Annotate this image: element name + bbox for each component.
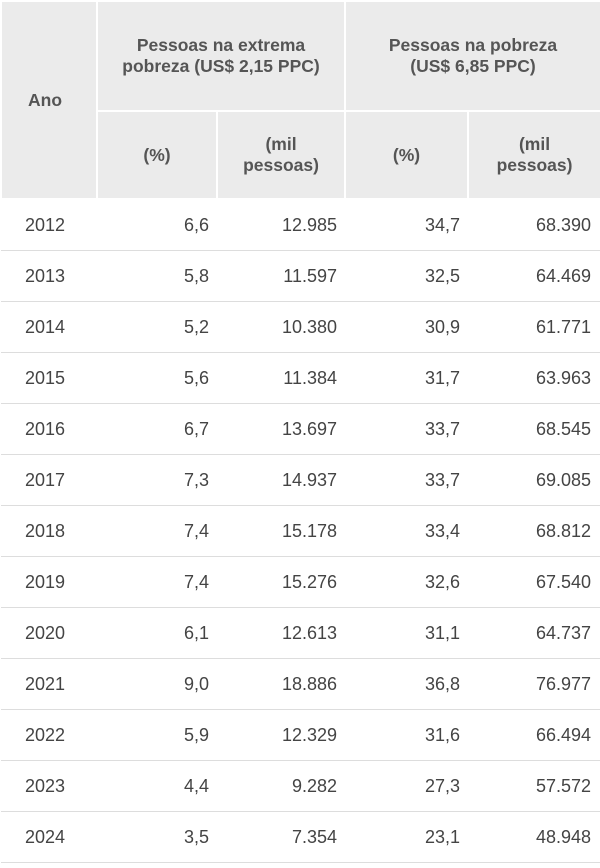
cell-year: 2016	[1, 403, 97, 455]
cell-extreme-thousands: 11.597	[217, 250, 345, 302]
cell-extreme-percent: 5,2	[97, 301, 217, 353]
table-row: 2017 7,3 14.937 33,7 69.085	[1, 454, 600, 506]
cell-extreme-thousands: 7.354	[217, 811, 345, 863]
header-poverty: Pessoas na pobreza (US$ 6,85 PPC)	[344, 0, 600, 112]
cell-poverty-percent: 36,8	[345, 658, 468, 710]
table-row: 2018 7,4 15.178 33,4 68.812	[1, 505, 600, 557]
cell-extreme-percent: 5,8	[97, 250, 217, 302]
cell-poverty-percent: 30,9	[345, 301, 468, 353]
cell-extreme-percent: 5,6	[97, 352, 217, 404]
cell-extreme-percent: 9,0	[97, 658, 217, 710]
cell-extreme-thousands: 9.282	[217, 760, 345, 812]
cell-year: 2017	[1, 454, 97, 506]
cell-year: 2019	[1, 556, 97, 608]
cell-year: 2018	[1, 505, 97, 557]
cell-poverty-thousands: 61.771	[468, 301, 600, 353]
table-row: 2024 3,5 7.354 23,1 48.948	[1, 811, 600, 863]
cell-extreme-thousands: 12.613	[217, 607, 345, 659]
subheader-poverty-thousands: (mil pessoas)	[467, 110, 600, 200]
cell-poverty-thousands: 68.390	[468, 199, 600, 251]
subheader-extreme-percent: (%)	[96, 110, 218, 200]
header-extreme-poverty: Pessoas na extrema pobreza (US$ 2,15 PPC…	[96, 0, 346, 112]
cell-poverty-thousands: 63.963	[468, 352, 600, 404]
cell-extreme-thousands: 15.178	[217, 505, 345, 557]
cell-year: 2012	[1, 199, 97, 251]
table-row: 2015 5,6 11.384 31,7 63.963	[1, 352, 600, 404]
cell-poverty-thousands: 76.977	[468, 658, 600, 710]
cell-poverty-thousands: 57.572	[468, 760, 600, 812]
cell-extreme-percent: 6,1	[97, 607, 217, 659]
cell-poverty-percent: 32,5	[345, 250, 468, 302]
cell-extreme-thousands: 12.329	[217, 709, 345, 761]
cell-year: 2013	[1, 250, 97, 302]
subheader-extreme-thousands: (mil pessoas)	[216, 110, 346, 200]
cell-poverty-percent: 23,1	[345, 811, 468, 863]
cell-poverty-percent: 27,3	[345, 760, 468, 812]
table-body: 2012 6,6 12.985 34,7 68.390 2013 5,8 11.597 32,5…	[1, 199, 600, 863]
cell-extreme-thousands: 18.886	[217, 658, 345, 710]
cell-extreme-thousands: 15.276	[217, 556, 345, 608]
cell-year: 2023	[1, 760, 97, 812]
cell-poverty-percent: 33,4	[345, 505, 468, 557]
cell-year: 2015	[1, 352, 97, 404]
subheader-poverty-percent: (%)	[344, 110, 469, 200]
cell-year: 2020	[1, 607, 97, 659]
cell-poverty-thousands: 64.469	[468, 250, 600, 302]
cell-extreme-percent: 7,3	[97, 454, 217, 506]
cell-poverty-thousands: 48.948	[468, 811, 600, 863]
cell-year: 2021	[1, 658, 97, 710]
cell-extreme-thousands: 11.384	[217, 352, 345, 404]
cell-extreme-percent: 6,7	[97, 403, 217, 455]
table-row: 2014 5,2 10.380 30,9 61.771	[1, 301, 600, 353]
cell-extreme-percent: 7,4	[97, 505, 217, 557]
cell-extreme-percent: 6,6	[97, 199, 217, 251]
header-year: Ano	[0, 0, 98, 200]
cell-extreme-percent: 3,5	[97, 811, 217, 863]
cell-extreme-percent: 7,4	[97, 556, 217, 608]
cell-poverty-thousands: 66.494	[468, 709, 600, 761]
cell-year: 2022	[1, 709, 97, 761]
cell-poverty-percent: 33,7	[345, 454, 468, 506]
cell-extreme-thousands: 12.985	[217, 199, 345, 251]
table-row: 2020 6,1 12.613 31,1 64.737	[1, 607, 600, 659]
cell-poverty-percent: 32,6	[345, 556, 468, 608]
cell-year: 2014	[1, 301, 97, 353]
cell-extreme-thousands: 10.380	[217, 301, 345, 353]
cell-poverty-percent: 33,7	[345, 403, 468, 455]
cell-poverty-percent: 31,1	[345, 607, 468, 659]
table-row: 2021 9,0 18.886 36,8 76.977	[1, 658, 600, 710]
cell-year: 2024	[1, 811, 97, 863]
cell-poverty-thousands: 64.737	[468, 607, 600, 659]
cell-poverty-percent: 31,6	[345, 709, 468, 761]
cell-poverty-thousands: 69.085	[468, 454, 600, 506]
cell-extreme-percent: 4,4	[97, 760, 217, 812]
table-row: 2012 6,6 12.985 34,7 68.390	[1, 199, 600, 251]
cell-poverty-percent: 31,7	[345, 352, 468, 404]
cell-poverty-thousands: 68.812	[468, 505, 600, 557]
cell-poverty-percent: 34,7	[345, 199, 468, 251]
cell-extreme-percent: 5,9	[97, 709, 217, 761]
table-row: 2016 6,7 13.697 33,7 68.545	[1, 403, 600, 455]
cell-poverty-thousands: 67.540	[468, 556, 600, 608]
table-row: 2022 5,9 12.329 31,6 66.494	[1, 709, 600, 761]
cell-extreme-thousands: 14.937	[217, 454, 345, 506]
table-row: 2013 5,8 11.597 32,5 64.469	[1, 250, 600, 302]
table-row: 2023 4,4 9.282 27,3 57.572	[1, 760, 600, 812]
table-row: 2019 7,4 15.276 32,6 67.540	[1, 556, 600, 608]
cell-poverty-thousands: 68.545	[468, 403, 600, 455]
cell-extreme-thousands: 13.697	[217, 403, 345, 455]
